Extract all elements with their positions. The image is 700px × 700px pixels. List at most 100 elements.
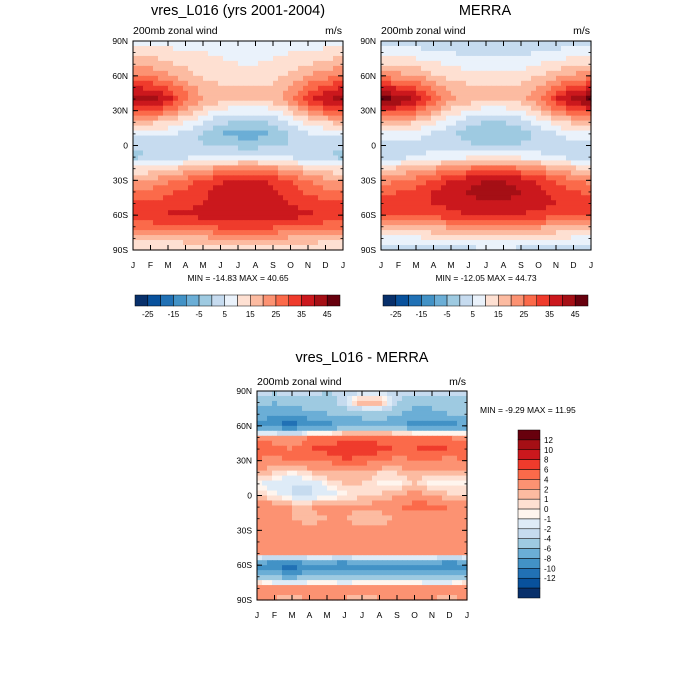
heatmap-cell bbox=[412, 525, 418, 531]
heatmap-cell bbox=[496, 205, 502, 211]
heatmap-cell bbox=[173, 180, 179, 186]
heatmap-cell bbox=[362, 450, 368, 457]
heatmap-cell bbox=[391, 70, 397, 77]
heatmap-cell bbox=[297, 400, 303, 407]
heatmap-cell bbox=[268, 140, 274, 147]
heatmap-cell bbox=[426, 235, 432, 241]
heatmap-cell bbox=[133, 75, 139, 82]
heatmap-cell bbox=[282, 490, 288, 497]
heatmap-cell bbox=[491, 185, 497, 191]
heatmap-cell bbox=[422, 505, 428, 512]
heatmap-cell bbox=[456, 235, 462, 241]
heatmap-cell bbox=[461, 41, 467, 47]
heatmap-cell bbox=[327, 445, 333, 452]
heatmap-cell bbox=[402, 470, 408, 477]
heatmap-cell bbox=[213, 235, 219, 241]
heatmap-cell bbox=[238, 235, 244, 241]
heatmap-cell bbox=[382, 400, 388, 407]
heatmap-cell bbox=[381, 60, 387, 67]
heatmap-cell bbox=[432, 505, 438, 512]
heatmap-cell bbox=[158, 95, 164, 102]
heatmap-cell bbox=[576, 245, 582, 251]
heatmap-cell bbox=[462, 440, 468, 447]
heatmap-cell bbox=[333, 235, 339, 241]
heatmap-cell bbox=[208, 45, 214, 52]
heatmap-cell bbox=[447, 465, 453, 472]
heatmap-cell bbox=[302, 495, 308, 502]
heatmap-cell bbox=[158, 190, 164, 196]
heatmap-cell bbox=[287, 460, 293, 467]
heatmap-cell bbox=[446, 50, 452, 57]
heatmap-cell bbox=[238, 85, 244, 92]
heatmap-cell bbox=[387, 495, 393, 502]
heatmap-cell bbox=[446, 95, 452, 102]
heatmap-cell bbox=[337, 460, 343, 467]
heatmap-cell bbox=[566, 160, 572, 167]
heatmap-cell bbox=[407, 460, 413, 467]
heatmap-cell bbox=[273, 185, 279, 191]
heatmap-cell bbox=[148, 95, 154, 102]
heatmap-cell bbox=[452, 490, 458, 497]
heatmap-cell bbox=[258, 230, 264, 236]
heatmap-cell bbox=[218, 190, 224, 196]
heatmap-cell bbox=[447, 490, 453, 497]
x-tick-label: J bbox=[466, 260, 470, 270]
heatmap-cell bbox=[342, 515, 348, 521]
heatmap-cell bbox=[253, 60, 259, 67]
heatmap-cell bbox=[218, 65, 224, 72]
heatmap-cell bbox=[411, 190, 417, 196]
heatmap-cell bbox=[218, 155, 224, 162]
heatmap-cell bbox=[333, 150, 339, 157]
heatmap-cell bbox=[436, 200, 442, 206]
heatmap-cell bbox=[576, 195, 582, 201]
heatmap-cell bbox=[432, 520, 438, 526]
heatmap-cell bbox=[322, 505, 328, 512]
heatmap-cell bbox=[188, 105, 194, 112]
heatmap-cell bbox=[491, 190, 497, 196]
heatmap-cell bbox=[461, 175, 467, 181]
heatmap-cell bbox=[586, 170, 592, 176]
heatmap-cell bbox=[501, 95, 507, 102]
heatmap-cell bbox=[421, 90, 427, 97]
heatmap-cell bbox=[401, 100, 407, 107]
heatmap-cell bbox=[148, 185, 154, 191]
heatmap-cell bbox=[238, 210, 244, 216]
heatmap-cell bbox=[298, 70, 304, 77]
heatmap-cell bbox=[248, 195, 254, 201]
heatmap-cell bbox=[273, 215, 279, 221]
heatmap-cell bbox=[367, 455, 373, 462]
heatmap-cell bbox=[233, 100, 239, 107]
heatmap-cell bbox=[288, 90, 294, 97]
heatmap-cell bbox=[432, 515, 438, 521]
y-tick-label: 30N bbox=[360, 106, 376, 116]
heatmap-cell bbox=[412, 445, 418, 452]
heatmap-cell bbox=[566, 225, 572, 231]
heatmap-cell bbox=[431, 65, 437, 72]
heatmap-cell bbox=[338, 95, 344, 102]
heatmap-cell bbox=[491, 80, 497, 87]
heatmap-cell bbox=[426, 205, 432, 211]
heatmap-cell bbox=[297, 410, 303, 417]
heatmap-cell bbox=[213, 105, 219, 112]
heatmap-cell bbox=[138, 100, 144, 107]
heatmap-cell bbox=[362, 490, 368, 497]
heatmap-cell bbox=[531, 70, 537, 77]
heatmap-cell bbox=[411, 80, 417, 87]
heatmap-cell bbox=[213, 165, 219, 171]
heatmap-cell bbox=[546, 105, 552, 112]
heatmap-cell bbox=[397, 430, 403, 437]
heatmap-cell bbox=[352, 485, 358, 492]
heatmap-cell bbox=[258, 110, 264, 117]
heatmap-cell bbox=[561, 110, 567, 117]
heatmap-cell bbox=[327, 515, 333, 521]
heatmap-cell bbox=[258, 125, 264, 132]
heatmap-cell bbox=[516, 45, 522, 52]
heatmap-cell bbox=[317, 450, 323, 457]
heatmap-cell bbox=[397, 391, 403, 397]
heatmap-cell bbox=[253, 140, 259, 147]
heatmap-cell bbox=[303, 60, 309, 67]
heatmap-cell bbox=[576, 235, 582, 241]
heatmap-cell bbox=[313, 125, 319, 132]
heatmap-cell bbox=[208, 80, 214, 87]
heatmap-cell bbox=[431, 80, 437, 87]
